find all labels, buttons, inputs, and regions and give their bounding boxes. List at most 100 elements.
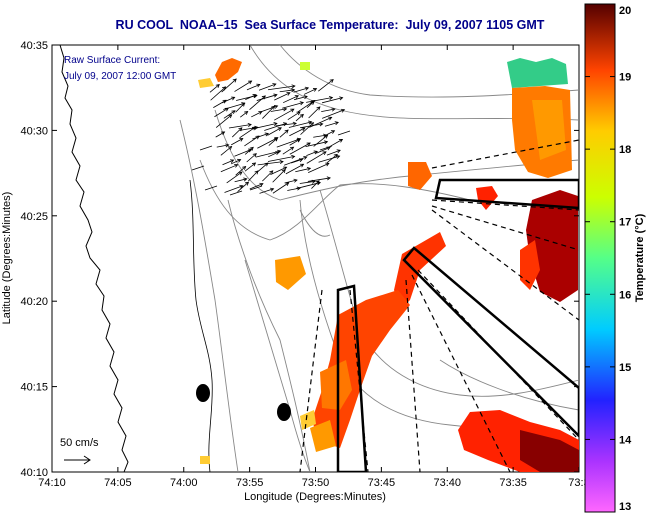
- current-arrow: [306, 97, 333, 103]
- current-arrowhead: [281, 168, 286, 174]
- current-arrow: [306, 101, 315, 108]
- current-arrow: [288, 121, 312, 128]
- current-arrowhead: [254, 125, 259, 130]
- current-arrowhead: [273, 137, 279, 142]
- current-arrowhead: [247, 148, 253, 153]
- current-arrowhead: [336, 154, 341, 159]
- current-arrow: [191, 165, 205, 171]
- current-arrowhead: [215, 84, 220, 88]
- current-arrowhead: [290, 108, 295, 113]
- current-arrow: [223, 110, 236, 119]
- scale-arrow: [64, 455, 91, 465]
- current-arrowhead: [275, 151, 280, 155]
- colorbar-tick-label: 15: [619, 362, 631, 374]
- current-arrowhead: [308, 120, 313, 125]
- x-tick-label: 73:35: [499, 477, 527, 489]
- current-arrowhead: [328, 96, 334, 101]
- y-tick-label: 40:30: [20, 125, 48, 137]
- sst-patches: [198, 58, 579, 472]
- current-arrowhead: [304, 86, 310, 91]
- plot-area: [51, 44, 580, 473]
- current-arrow: [228, 124, 252, 129]
- y-axis-label: Latitude (Degrees:Minutes): [1, 192, 13, 325]
- current-arrowhead: [324, 134, 329, 139]
- current-arrow: [326, 149, 341, 156]
- current-arrow: [257, 137, 279, 149]
- colorbar-tick-label: 20: [619, 5, 631, 17]
- current-arrowhead: [339, 96, 344, 101]
- current-arrow: [299, 180, 316, 184]
- current-arrow: [231, 138, 243, 146]
- current-arrow: [249, 95, 266, 111]
- current-arrowhead: [284, 129, 289, 134]
- current-arrow: [321, 97, 343, 104]
- current-arrow: [289, 142, 311, 155]
- current-arrow: [313, 134, 328, 147]
- current-arrowhead: [272, 83, 277, 87]
- current-arrowhead: [279, 159, 284, 164]
- current-arrow: [244, 135, 260, 147]
- current-arrow: [321, 109, 345, 119]
- y-axis-ticks: 40:35 40:30 40:25 40:20 40:15 40:10: [20, 40, 579, 479]
- current-arrowhead: [330, 130, 336, 134]
- current-arrowhead: [264, 132, 269, 137]
- colorbar-tick-label: 14: [619, 434, 632, 446]
- y-tick-label: 40:10: [20, 467, 48, 479]
- current-arrow: [222, 159, 234, 166]
- current-arrowhead: [222, 99, 227, 104]
- current-arrowhead: [244, 111, 249, 115]
- current-arrow: [220, 146, 232, 156]
- current-arrow: [258, 83, 276, 91]
- current-arrow: [287, 111, 301, 121]
- y-tick-label: 40:35: [20, 40, 48, 52]
- current-arrowhead: [243, 177, 248, 182]
- current-arrow: [204, 185, 218, 191]
- colorbar-ticks: 20 19 18 17 16 15 14 13: [585, 3, 632, 513]
- current-arrow: [234, 149, 252, 157]
- current-arrow: [274, 108, 295, 121]
- x-axis-label: Longitude (Degrees:Minutes): [244, 491, 386, 503]
- current-arrowhead: [292, 121, 297, 126]
- current-arrow: [221, 96, 235, 104]
- current-arrow: [306, 151, 318, 156]
- colorbar-tick-label: 18: [619, 144, 631, 156]
- map-title: RU COOL NOAA–15 Sea Surface Temperature:…: [115, 18, 545, 32]
- current-arrowhead: [232, 78, 237, 83]
- current-arrow: [321, 108, 335, 113]
- current-arrowhead: [285, 182, 290, 187]
- current-arrowhead: [255, 135, 260, 140]
- current-arrowhead: [231, 110, 236, 115]
- colorbar-label: Temperature (°C): [634, 213, 646, 302]
- colorbar-tick-label: 13: [619, 501, 631, 513]
- current-arrowhead: [301, 127, 306, 132]
- x-tick-label: 74:00: [170, 477, 198, 489]
- current-arrow: [213, 99, 227, 108]
- current-arrow: [289, 127, 306, 137]
- current-arrowhead: [241, 102, 246, 107]
- current-arrow: [235, 102, 245, 113]
- current-arrow: [285, 163, 304, 175]
- current-arrowhead: [258, 111, 263, 115]
- current-arrow: [231, 127, 243, 138]
- current-arrow: [224, 185, 243, 193]
- scale-label: 50 cm/s: [60, 437, 99, 449]
- current-arrowhead: [309, 122, 315, 127]
- current-arrow: [214, 107, 229, 118]
- current-arrowhead: [254, 170, 259, 175]
- current-arrowhead: [248, 80, 253, 85]
- current-arrow: [300, 122, 314, 135]
- current-arrowhead: [293, 178, 298, 183]
- current-arrowhead: [271, 105, 276, 110]
- current-arrow: [268, 85, 295, 91]
- current-arrow: [199, 145, 213, 151]
- current-arrowhead: [269, 187, 275, 192]
- current-arrow: [234, 178, 247, 183]
- current-arrowhead: [312, 88, 318, 92]
- current-arrow: [303, 88, 317, 95]
- current-arrow: [270, 166, 287, 175]
- current-arrowhead: [273, 93, 278, 98]
- current-arrowhead: [291, 84, 296, 89]
- current-arrowhead: [299, 101, 305, 106]
- current-arrow: [308, 106, 321, 119]
